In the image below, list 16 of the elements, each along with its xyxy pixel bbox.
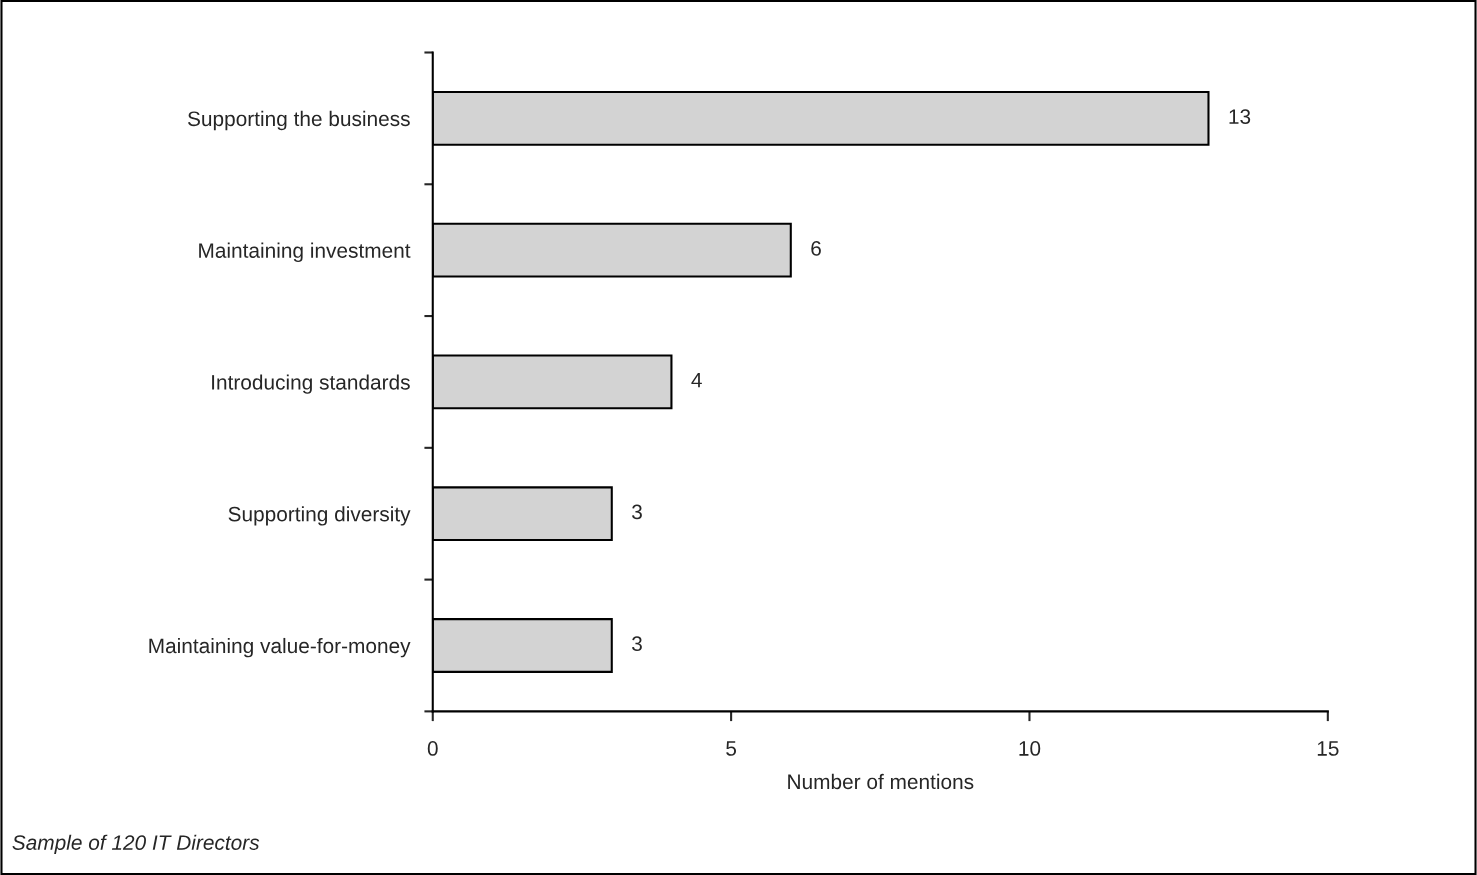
y-tick-label: Introducing standards — [212, 374, 410, 394]
y-tick-label: Maintaining investment — [199, 242, 411, 263]
y-tick-label: Supporting the business — [187, 110, 410, 131]
data-label: 3 — [632, 636, 642, 652]
x-tick-label: 10 — [1019, 741, 1041, 756]
x-tick-label: 15 — [1317, 741, 1339, 756]
data-label: 4 — [691, 372, 702, 388]
data-label: 6 — [811, 241, 821, 256]
x-tick-label: 5 — [726, 741, 737, 756]
text: Sample of 120 IT Directors — [12, 834, 260, 855]
data-label: 13 — [1229, 109, 1251, 124]
y-tick-label: Supporting diversity — [228, 506, 411, 526]
x-tick-label: 0 — [427, 741, 438, 756]
y-tick-label: Maintaining value-for-money — [149, 637, 411, 658]
x-axis-title: Number of mentions — [788, 773, 974, 790]
data-label: 3 — [632, 504, 642, 520]
